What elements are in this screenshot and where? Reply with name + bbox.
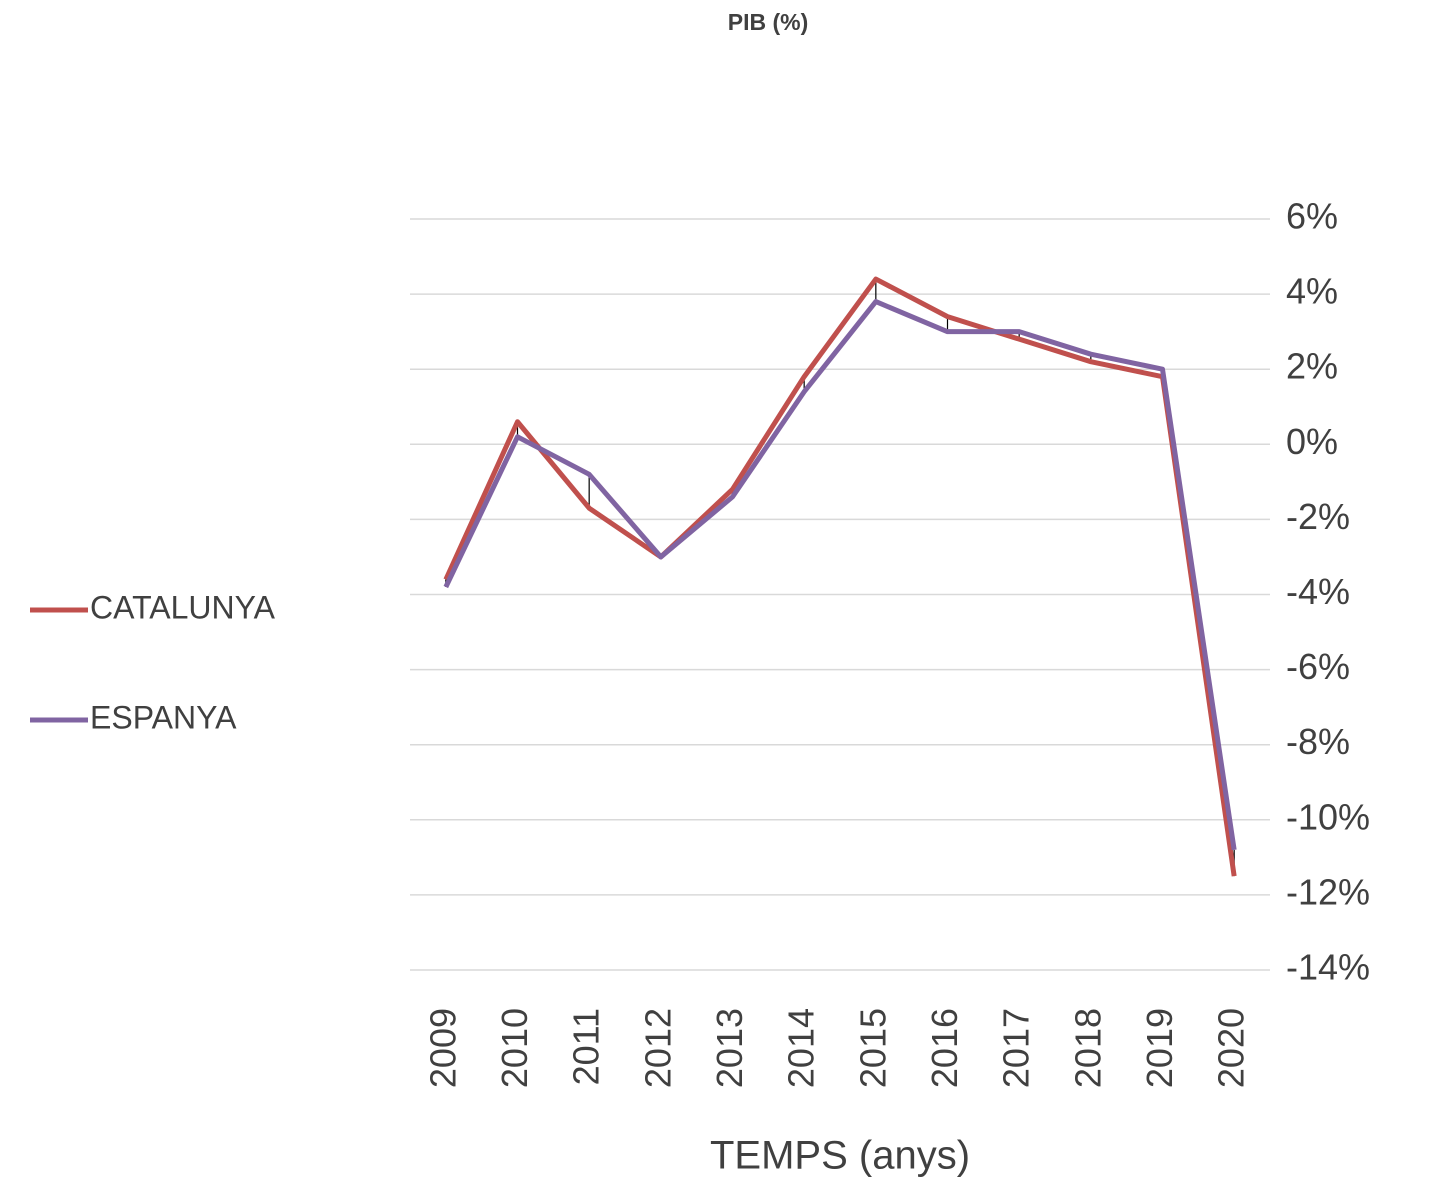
y-tick-label: -6% xyxy=(1286,646,1350,687)
legend-label: ESPANYA xyxy=(90,699,237,735)
x-tick-label: 2011 xyxy=(566,1008,607,1085)
x-axis-title: TEMPS (anys) xyxy=(710,1134,970,1178)
y-tick-label: 4% xyxy=(1286,271,1338,312)
x-tick-label: 2009 xyxy=(422,1008,463,1088)
x-tick-label: 2014 xyxy=(781,1008,822,1088)
x-tick-label: 2012 xyxy=(637,1008,678,1088)
x-tick-label: 2018 xyxy=(1067,1008,1108,1088)
series-line xyxy=(443,299,1237,851)
y-tick-label: -12% xyxy=(1286,871,1370,912)
y-tick-label: 0% xyxy=(1286,421,1338,462)
chart-title: PIB (%) xyxy=(728,9,809,35)
y-tick-label: -4% xyxy=(1286,571,1350,612)
y-tick-label: -8% xyxy=(1286,721,1350,762)
x-tick-label: 2017 xyxy=(996,1008,1037,1088)
y-tick-label: 6% xyxy=(1286,196,1338,237)
x-tick-label: 2010 xyxy=(494,1008,535,1088)
x-tick-label: 2013 xyxy=(709,1008,750,1088)
y-tick-label: -10% xyxy=(1286,796,1370,837)
x-tick-label: 2019 xyxy=(1139,1008,1180,1088)
series-line xyxy=(443,276,1237,877)
legend-label: CATALUNYA xyxy=(90,589,276,625)
y-tick-label: 2% xyxy=(1286,346,1338,387)
y-tick-label: -2% xyxy=(1286,496,1350,537)
x-tick-label: 2016 xyxy=(924,1008,965,1088)
y-tick-label: -14% xyxy=(1286,947,1370,988)
x-tick-label: 2015 xyxy=(852,1008,893,1088)
x-tick-label: 2020 xyxy=(1211,1008,1252,1088)
